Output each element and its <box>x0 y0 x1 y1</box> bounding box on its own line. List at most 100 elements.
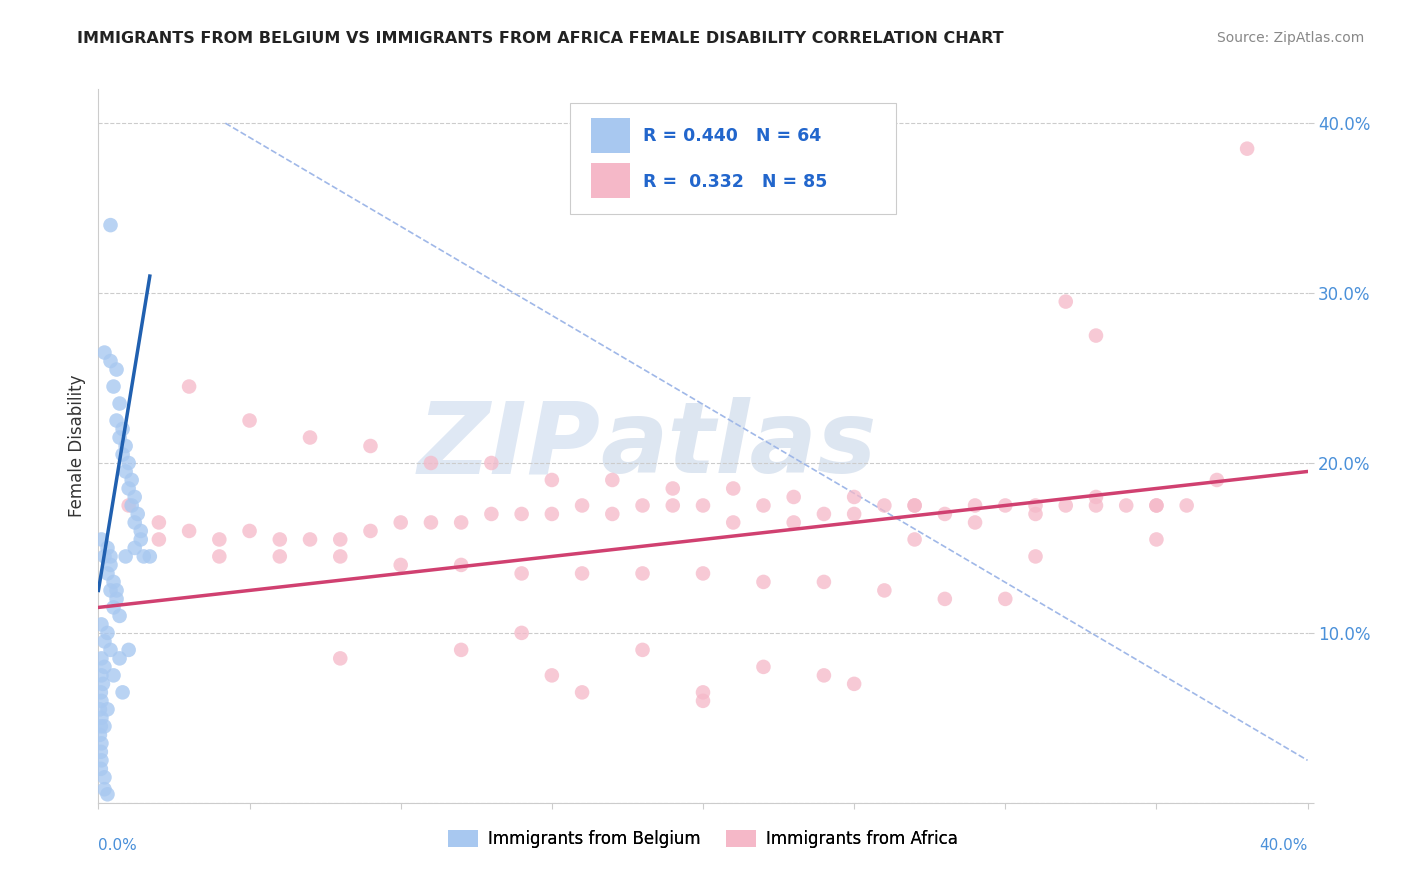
Text: R =  0.332   N = 85: R = 0.332 N = 85 <box>643 173 827 191</box>
Point <box>179 379 201 393</box>
Point <box>540 668 562 682</box>
Point <box>90 736 112 750</box>
Point <box>723 482 745 496</box>
Point <box>299 533 322 547</box>
Point <box>844 490 866 504</box>
Point <box>96 787 118 801</box>
Point <box>813 507 835 521</box>
Point <box>103 600 125 615</box>
Point <box>783 516 806 530</box>
Point <box>108 651 131 665</box>
Point <box>129 533 152 547</box>
Point <box>1236 142 1258 156</box>
Point <box>602 507 624 521</box>
Point <box>121 473 143 487</box>
Point <box>90 711 112 725</box>
Point <box>129 524 152 538</box>
Point <box>269 549 291 564</box>
Point <box>450 643 472 657</box>
Point <box>692 499 714 513</box>
FancyBboxPatch shape <box>591 118 630 153</box>
Point <box>90 685 112 699</box>
Point <box>1085 328 1108 343</box>
Point <box>239 413 262 427</box>
Point <box>481 507 503 521</box>
Point <box>813 668 835 682</box>
Point <box>631 566 654 581</box>
Point <box>994 499 1017 513</box>
Point <box>111 685 134 699</box>
Point <box>103 379 125 393</box>
Point <box>93 549 115 564</box>
Point <box>90 617 112 632</box>
Point <box>124 541 146 555</box>
Point <box>127 507 149 521</box>
Point <box>100 583 122 598</box>
Point <box>540 507 562 521</box>
Point <box>121 499 143 513</box>
Point <box>450 558 472 572</box>
Point <box>96 702 118 716</box>
Text: atlas: atlas <box>600 398 877 494</box>
Point <box>111 422 134 436</box>
Point <box>124 490 146 504</box>
Point <box>100 354 122 368</box>
Point <box>965 516 987 530</box>
Point <box>1054 499 1077 513</box>
Point <box>631 499 654 513</box>
Point <box>100 218 122 232</box>
Point <box>389 558 412 572</box>
Point <box>96 566 118 581</box>
Point <box>179 524 201 538</box>
Point <box>239 524 262 538</box>
Point <box>100 558 122 572</box>
Point <box>124 516 146 530</box>
Point <box>1115 499 1137 513</box>
Point <box>1144 499 1167 513</box>
Point <box>1206 473 1229 487</box>
Point <box>108 608 131 623</box>
Point <box>510 626 533 640</box>
Point <box>90 694 112 708</box>
Point <box>114 465 136 479</box>
Text: ZIP: ZIP <box>418 398 600 494</box>
Point <box>93 719 115 733</box>
Point <box>93 770 115 784</box>
Point <box>93 782 115 797</box>
Point <box>873 583 896 598</box>
Point <box>100 549 122 564</box>
Point <box>93 660 115 674</box>
Point <box>105 413 128 427</box>
Point <box>90 762 112 776</box>
Point <box>118 643 141 657</box>
Point <box>103 574 125 589</box>
Point <box>103 668 125 682</box>
Point <box>90 753 112 767</box>
Point <box>450 516 472 530</box>
Point <box>783 490 806 504</box>
FancyBboxPatch shape <box>591 162 630 198</box>
Point <box>108 430 131 444</box>
Point <box>844 507 866 521</box>
Point <box>108 396 131 410</box>
Point <box>1144 499 1167 513</box>
Point <box>148 533 170 547</box>
Point <box>93 634 115 648</box>
Point <box>208 533 231 547</box>
FancyBboxPatch shape <box>569 103 897 214</box>
Point <box>329 651 352 665</box>
Point <box>208 549 231 564</box>
Point <box>91 677 114 691</box>
Point <box>389 516 412 530</box>
Point <box>299 430 322 444</box>
Point <box>904 499 927 513</box>
Point <box>118 482 141 496</box>
Point <box>752 499 775 513</box>
Point <box>90 533 112 547</box>
Point <box>723 516 745 530</box>
Point <box>132 549 155 564</box>
Point <box>510 566 533 581</box>
Point <box>420 516 443 530</box>
Point <box>329 533 352 547</box>
Point <box>90 668 112 682</box>
